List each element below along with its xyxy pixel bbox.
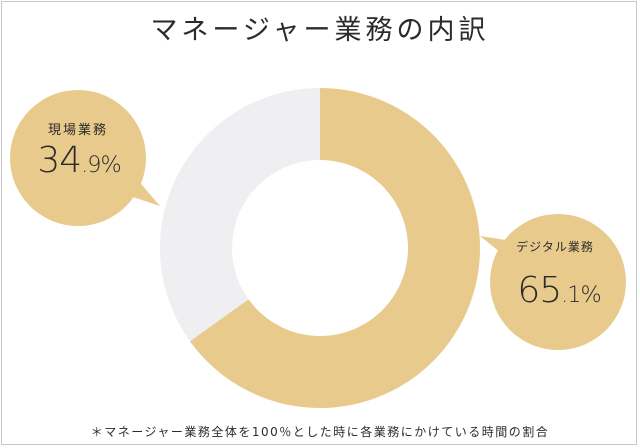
donut-slices — [160, 87, 481, 409]
bubble-digital — [480, 214, 626, 350]
field-value: 34.9% — [37, 140, 121, 181]
bubble-field-tail — [130, 178, 160, 206]
field-label: 現場業務 — [47, 123, 108, 138]
chart-title: マネージャー業務の内訳 — [150, 15, 490, 46]
bubble-digital-circle — [490, 214, 626, 350]
digital-label: デジタル業務 — [516, 240, 594, 254]
digital-value: 65.1% — [517, 270, 601, 311]
bubble-field-circle — [10, 90, 146, 226]
footnote: ＊マネージャー業務全体を100％とした時に各業務にかけている時間の割合 — [90, 425, 550, 439]
bubble-field — [10, 90, 160, 226]
slice-digital — [189, 88, 481, 409]
slice-field — [160, 87, 320, 342]
bubble-digital-tail — [480, 236, 506, 252]
